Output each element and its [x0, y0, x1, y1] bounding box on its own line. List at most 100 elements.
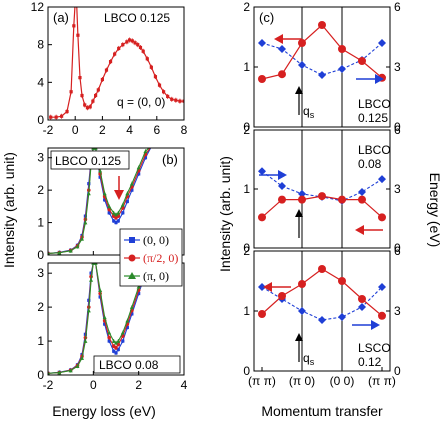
panel-c-bottom-annotation-line1: LSCO	[358, 341, 391, 355]
panel-b-triangle-point	[83, 339, 88, 343]
panel-c-intensity-point	[358, 295, 366, 303]
legend-label-0: (0, 0)	[143, 233, 169, 247]
panel-c-right-y-tick-label: 6	[394, 123, 401, 137]
panel-b-x-tick-label: 0	[90, 378, 97, 392]
panel-c-intensity-point	[318, 265, 326, 273]
panel-b-triangle-point	[57, 370, 62, 375]
panel-a-y-tick-label: 12	[31, 0, 45, 14]
panel-a-x-tick-label: 2	[99, 123, 106, 137]
panel-b-square-point	[130, 188, 134, 192]
panel-a-point	[162, 90, 166, 94]
panel-a-point	[178, 99, 182, 103]
legend-circle-marker	[128, 254, 136, 262]
panel-b-y-tick-label: 2	[37, 183, 44, 197]
panel-c-right-y-tick-label: 3	[394, 304, 401, 318]
panel-a-point	[85, 106, 90, 110]
panel-b-triangle-point	[114, 212, 118, 217]
panel-b-triangle-point	[86, 191, 91, 196]
panel-b-triangle-point	[80, 356, 84, 360]
panel-b-square-point	[103, 198, 107, 202]
panel-b-y-tick-label: 0	[37, 248, 44, 262]
panel-c-energy-point	[358, 187, 366, 196]
panel-b-square-point	[121, 339, 125, 343]
panel-a-point	[60, 114, 64, 118]
panel-a-x-tick-label: 8	[181, 123, 188, 137]
panel-c-left-y-tick-label: 2	[243, 0, 250, 14]
panel-a-point	[49, 115, 53, 119]
panel-b-triangle-point	[107, 330, 112, 335]
panel-c-top-blue-right-arrow	[356, 74, 384, 84]
panel-b-circle-point	[150, 143, 154, 147]
panel-c-right-y-tick-label: 3	[394, 182, 401, 196]
panel-c-middle-annotation-line2: 0.08	[358, 157, 382, 171]
panel-b-square-point	[112, 219, 116, 223]
panel-c-x-tick-label: (π π)	[368, 374, 396, 388]
panel-b-square-point	[103, 322, 107, 326]
right-x-axis-title: Momentum transfer	[261, 403, 383, 419]
panel-c-right-y-tick-label: 6	[394, 0, 401, 14]
panel-b-triangle-point	[98, 288, 103, 292]
panel-a-point	[83, 103, 87, 107]
left-x-axis-title: Energy loss (eV)	[52, 403, 155, 419]
panel-a-marks	[49, 7, 184, 120]
panel-b-triangle-point	[57, 250, 62, 255]
panel-a-point	[130, 39, 134, 43]
panel-c-top-red-left-arrow	[274, 34, 302, 44]
panel-c-intensity-point	[358, 57, 366, 65]
panel-a-frame	[47, 6, 185, 121]
panel-c-intensity-point	[338, 277, 346, 285]
panel-c-intensity-point	[258, 213, 266, 222]
panel-a-point	[108, 60, 113, 64]
panel-c-energy-point	[258, 39, 266, 47]
panel-a-point	[141, 49, 145, 53]
panel-a-point	[91, 99, 95, 103]
panel-a-point	[153, 75, 158, 79]
panel-a-point	[88, 105, 92, 109]
panel-c-left-y-tick-label: 2	[243, 244, 250, 258]
panel-a-x-tick-label: 6	[153, 123, 160, 137]
panel-c-energy-point	[298, 61, 306, 69]
panel-b-triangle-point	[125, 191, 130, 196]
panel-c-energy-point	[338, 65, 346, 73]
panel-b-x-tick-label: 4	[181, 378, 188, 392]
panel-a-annotation: LBCO 0.125	[104, 11, 170, 25]
panel-b-x-tick-label: 2	[135, 378, 142, 392]
panel-a-point	[125, 40, 129, 44]
panel-a-point	[104, 68, 109, 72]
right-y-axis-title-left: Intensity (arb. unit)	[217, 156, 233, 272]
panel-b-triangle-point	[125, 318, 130, 323]
panel-a-point	[136, 43, 140, 47]
panel-b-series-line	[48, 148, 150, 254]
panel-c-energy-point	[278, 182, 286, 191]
panel-c-top-marks	[258, 7, 386, 127]
panel-c-right-y-tick-label: 6	[394, 244, 401, 258]
panel-c-middle-marks	[258, 130, 386, 248]
panel-b-triangle-point	[68, 248, 73, 253]
panel-c-intensity-point	[258, 75, 266, 83]
panel-a-point	[128, 38, 132, 42]
panel-b-bottom-frame	[47, 262, 185, 376]
panel-b-bottom-ticks: 0 1 2 3	[37, 266, 185, 382]
panel-a-x-tick-label: -2	[43, 123, 54, 137]
panel-c-middle-qs-arrow	[295, 209, 303, 238]
panel-a-line	[50, 7, 184, 118]
panel-c-intensity-point	[378, 311, 386, 320]
panel-b-triangle-point	[136, 284, 141, 289]
panel-a-point	[113, 52, 117, 56]
panel-c-left-y-tick-label: 2	[243, 123, 250, 137]
panel-c-top-qs-label: qs	[303, 104, 315, 120]
panel-c-intensity-point	[338, 45, 346, 53]
panel-b-triangle-point	[150, 143, 154, 147]
panel-c-intensity-point	[338, 195, 346, 204]
panel-b-x-ticks: -2 0 2 4	[43, 378, 188, 392]
panel-b-square-point	[112, 349, 116, 353]
panel-b-bottom: LBCO 0.08 0 1 2 3	[37, 262, 185, 382]
panel-b-square-point	[121, 211, 125, 215]
panel-b-triangle-point	[136, 165, 141, 170]
panel-c-left-y-tick-label: 1	[243, 182, 250, 196]
panel-b-square-point	[137, 172, 141, 176]
panel-b-square-point	[114, 220, 118, 225]
panel-a-point	[121, 43, 125, 47]
panel-b-triangle-point	[102, 315, 107, 320]
